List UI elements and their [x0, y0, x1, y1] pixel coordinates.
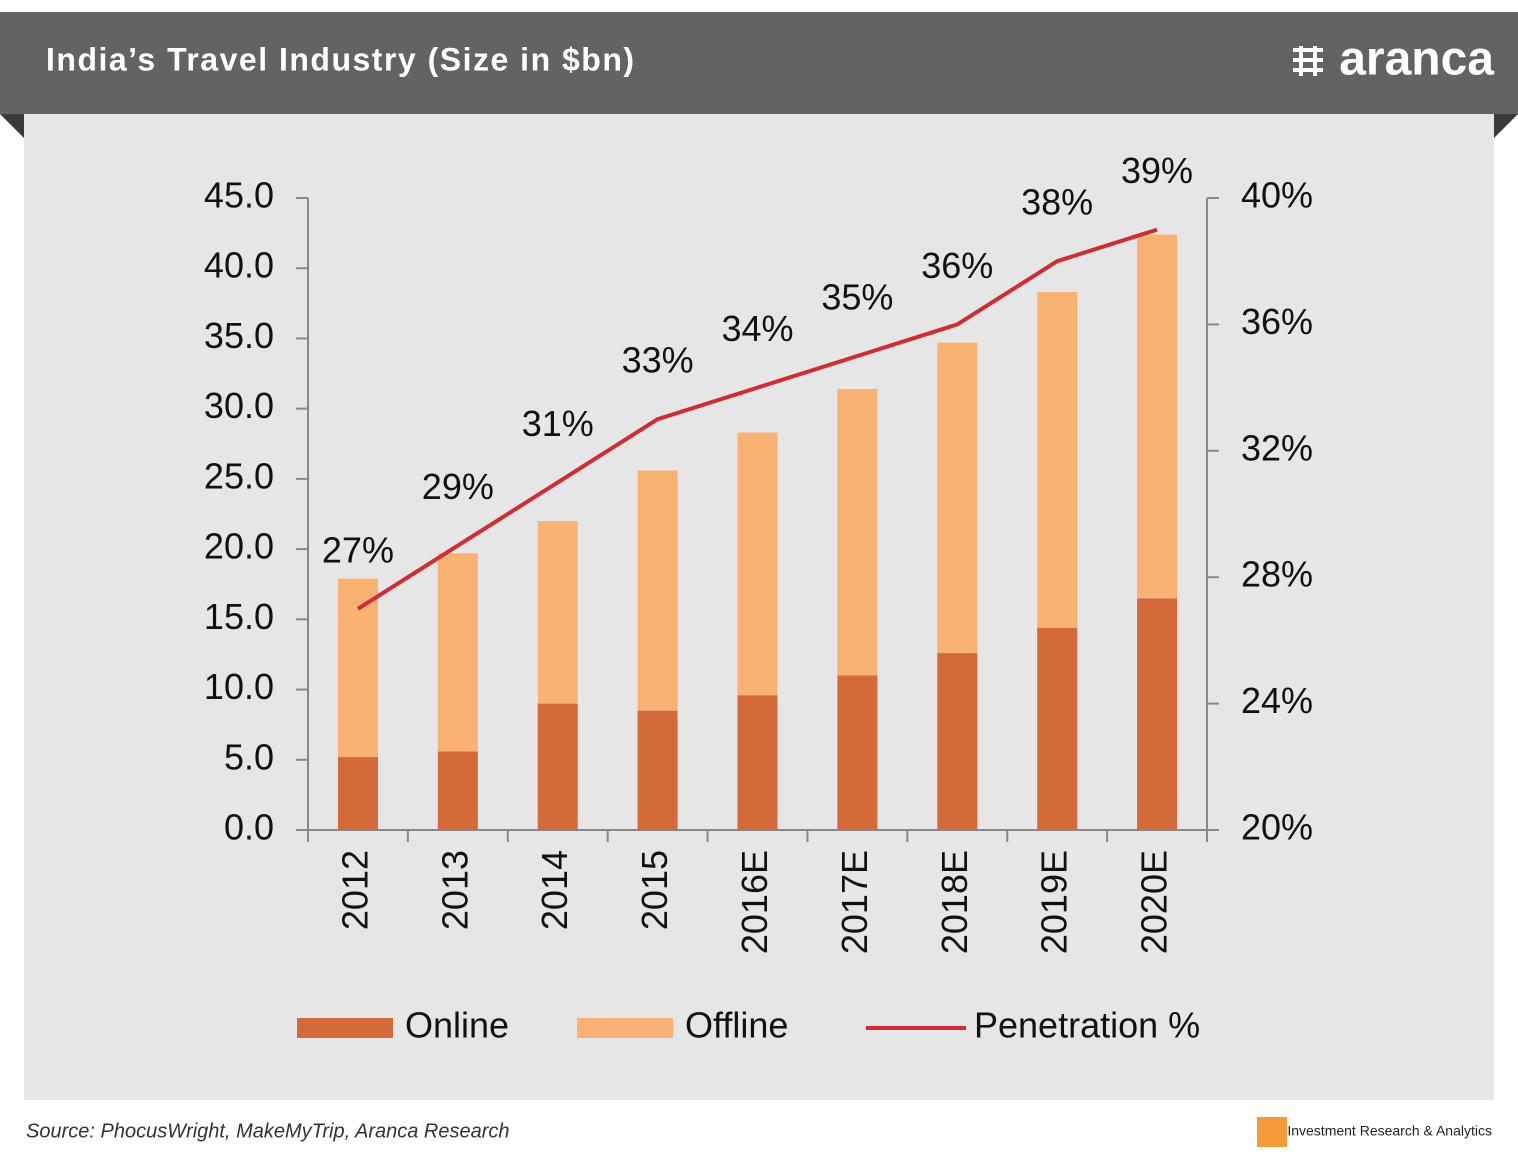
- data-label: 36%: [921, 245, 993, 286]
- legend-swatch: [297, 1018, 393, 1038]
- y2-tick-label: 40%: [1241, 175, 1313, 216]
- data-label: 39%: [1121, 150, 1193, 191]
- data-label: 38%: [1021, 182, 1093, 223]
- chart-title: India’s Travel Industry (Size in $bn): [46, 41, 636, 77]
- data-label: 35%: [821, 277, 893, 318]
- y-tick-label: 15.0: [204, 596, 274, 637]
- x-tick-label: 2018E: [934, 850, 975, 954]
- bar: [937, 342, 978, 654]
- bar: [437, 751, 478, 830]
- bar: [437, 553, 478, 752]
- x-tick-label: 2014: [534, 850, 575, 930]
- bar: [937, 653, 978, 830]
- y2-tick-label: 20%: [1241, 807, 1313, 848]
- x-tick-label: 2020E: [1134, 850, 1175, 954]
- y-tick-label: 35.0: [204, 315, 274, 356]
- y2-tick-label: 32%: [1241, 427, 1313, 468]
- bar: [337, 756, 378, 830]
- data-label: 31%: [522, 403, 594, 444]
- header: [0, 12, 1518, 114]
- legend-label: Penetration %: [974, 1005, 1200, 1046]
- bar: [637, 470, 678, 711]
- source: Source: PhocusWright, MakeMyTrip, Aranca…: [26, 1120, 510, 1142]
- bar: [737, 432, 778, 696]
- line: [356, 227, 1158, 611]
- y2-tick-label: 24%: [1241, 680, 1313, 721]
- data-label: 34%: [721, 308, 793, 349]
- bar: [337, 578, 378, 757]
- bar: [837, 675, 878, 830]
- bar: [1137, 234, 1178, 599]
- logo-icon: [1293, 46, 1323, 76]
- footer-icon: [1257, 1117, 1287, 1147]
- bar: [637, 710, 678, 830]
- y-tick-label: 30.0: [204, 385, 274, 426]
- legend-label: Online: [405, 1005, 509, 1046]
- bar: [537, 521, 578, 704]
- bar: [1037, 292, 1078, 628]
- x-tick-label: 2016E: [734, 850, 775, 954]
- x-tick-label: 2013: [434, 850, 475, 930]
- x-tick-label: 2015: [634, 850, 675, 930]
- y2-tick-label: 36%: [1241, 301, 1313, 342]
- y-tick-label: 10.0: [204, 666, 274, 707]
- x-tick-label: 2012: [334, 850, 375, 930]
- bar: [1137, 598, 1178, 830]
- y-tick-label: 20.0: [204, 526, 274, 567]
- y-tick-label: 0.0: [224, 807, 274, 848]
- y-tick-label: 5.0: [224, 736, 274, 777]
- bar: [1037, 627, 1078, 830]
- logo: aranca: [1339, 33, 1494, 86]
- data-label: 29%: [422, 466, 494, 507]
- legend-swatch: [577, 1018, 673, 1038]
- y-tick-label: 25.0: [204, 455, 274, 496]
- data-label: 27%: [322, 529, 394, 570]
- legend-label: Offline: [685, 1005, 788, 1046]
- y2-tick-label: 28%: [1241, 554, 1313, 595]
- fold: [1494, 114, 1518, 138]
- x-tick-label: 2017E: [834, 850, 875, 954]
- bar: [737, 695, 778, 830]
- fold: [0, 114, 24, 138]
- y-tick-label: 45.0: [204, 175, 274, 216]
- y-tick-label: 40.0: [204, 245, 274, 286]
- x-tick-label: 2019E: [1034, 850, 1075, 954]
- tagline: Investment Research & Analytics: [1287, 1123, 1492, 1139]
- bar: [837, 389, 878, 676]
- bar: [537, 703, 578, 830]
- data-label: 33%: [622, 340, 694, 381]
